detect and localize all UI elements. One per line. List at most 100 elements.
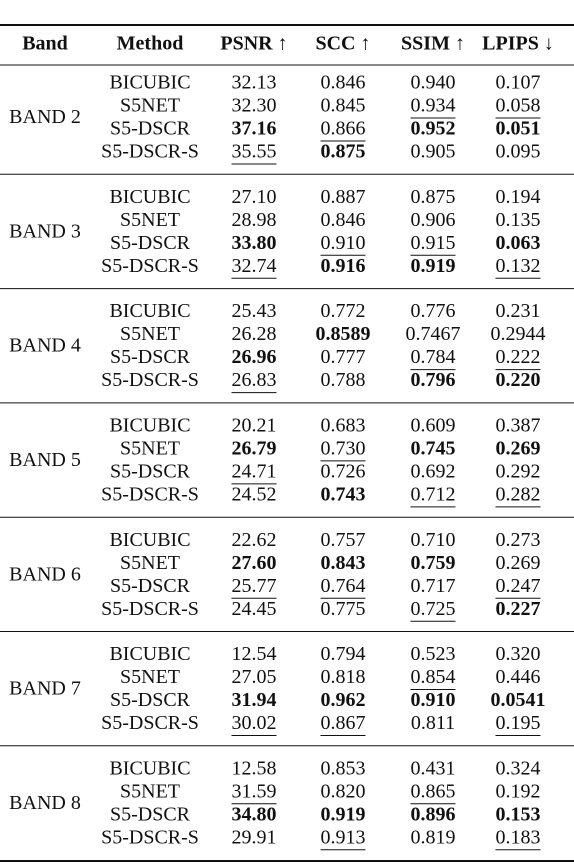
value-cell: 0.759 [411,552,456,574]
value-cell: 0.282 [496,483,541,505]
method-cell: S5-DSCR-S [101,141,199,163]
value-cell: 0.910 [321,232,366,254]
value-cell: 0.710 [411,529,456,551]
value-cell: 0.865 [411,780,456,802]
value-cell: 27.60 [232,552,277,574]
value-cell: 0.772 [321,300,366,322]
value-cell: 25.43 [232,300,277,322]
value-cell: 0.896 [411,803,456,825]
value-cell: 0.915 [411,232,456,254]
value-cell: 24.45 [232,598,277,620]
value-cell: 0.292 [496,460,541,482]
value-cell: 0.818 [321,666,366,688]
value-cell: 33.80 [232,232,277,254]
value-cell: 0.743 [321,483,366,505]
value-cell: 0.962 [321,689,366,711]
value-cell: 0.853 [321,757,366,779]
value-cell: 20.21 [232,414,277,436]
value-cell: 0.132 [496,255,541,277]
value-cell: 0.867 [321,712,366,734]
method-cell: BICUBIC [109,186,190,208]
value-cell: 0.324 [496,757,541,779]
value-cell: 0.775 [321,598,366,620]
value-cell: 27.05 [232,666,277,688]
header-cell: SCC ↑ [315,33,370,55]
value-cell: 0.875 [321,141,366,163]
value-cell: 0.717 [411,575,456,597]
header-cell: Band [22,33,68,55]
method-cell: S5-DSCR [110,803,191,825]
value-cell: 0.726 [321,460,366,482]
value-cell: 0.227 [496,598,541,620]
value-cell: 0.784 [411,346,456,368]
value-cell: 0.777 [321,346,366,368]
value-cell: 0.523 [411,643,456,665]
value-cell: 0.269 [496,552,541,574]
value-cell: 26.96 [232,346,277,368]
value-cell: 30.02 [232,712,277,734]
value-cell: 0.764 [321,575,366,597]
value-cell: 0.875 [411,186,456,208]
method-cell: S5NET [120,437,180,459]
value-cell: 37.16 [232,118,277,140]
value-cell: 0.843 [321,552,366,574]
value-cell: 0.906 [411,209,456,231]
value-cell: 31.59 [232,780,277,802]
method-cell: S5-DSCR-S [101,369,199,391]
method-cell: S5-DSCR-S [101,712,199,734]
band-label: BAND 6 [9,563,81,585]
value-cell: 0.247 [496,575,541,597]
value-cell: 0.796 [411,369,456,391]
value-cell: 0.195 [496,712,541,734]
value-cell: 0.940 [411,72,456,94]
value-cell: 0.788 [321,369,366,391]
value-cell: 26.28 [232,323,277,345]
value-cell: 0.269 [496,437,541,459]
value-cell: 0.776 [411,300,456,322]
value-cell: 28.98 [232,209,277,231]
value-cell: 0.905 [411,141,456,163]
method-cell: S5-DSCR-S [101,598,199,620]
value-cell: 0.934 [411,95,456,117]
value-cell: 0.916 [321,255,366,277]
value-cell: 0.222 [496,346,541,368]
value-cell: 0.811 [411,712,455,734]
value-cell: 0.063 [496,232,541,254]
value-cell: 0.320 [496,643,541,665]
method-cell: S5-DSCR [110,460,191,482]
header-cell: Method [117,33,184,55]
value-cell: 0.107 [496,72,541,94]
value-cell: 0.854 [411,666,456,688]
value-cell: 0.095 [496,141,541,163]
method-cell: S5-DSCR-S [101,826,199,848]
method-cell: BICUBIC [109,757,190,779]
value-cell: 0.730 [321,437,366,459]
value-cell: 0.794 [321,643,366,665]
method-cell: S5-DSCR-S [101,255,199,277]
value-cell: 32.13 [232,72,277,94]
value-cell: 0.446 [496,666,541,688]
value-cell: 0.919 [411,255,456,277]
value-cell: 0.0541 [491,689,546,711]
method-cell: S5NET [120,552,180,574]
method-cell: BICUBIC [109,643,190,665]
method-cell: S5NET [120,666,180,688]
method-cell: BICUBIC [109,529,190,551]
method-cell: S5NET [120,209,180,231]
header-cell: SSIM ↑ [401,33,465,55]
value-cell: 0.609 [411,414,456,436]
value-cell: 0.135 [496,209,541,231]
value-cell: 0.431 [411,757,456,779]
method-cell: S5NET [120,780,180,802]
value-cell: 32.74 [232,255,277,277]
value-cell: 0.7467 [406,323,461,345]
method-cell: S5-DSCR [110,232,191,254]
value-cell: 27.10 [232,186,277,208]
value-cell: 0.757 [321,529,366,551]
value-cell: 0.952 [411,118,456,140]
method-cell: S5-DSCR-S [101,483,199,505]
value-cell: 0.820 [321,780,366,802]
method-cell: S5-DSCR [110,118,191,140]
method-cell: BICUBIC [109,72,190,94]
